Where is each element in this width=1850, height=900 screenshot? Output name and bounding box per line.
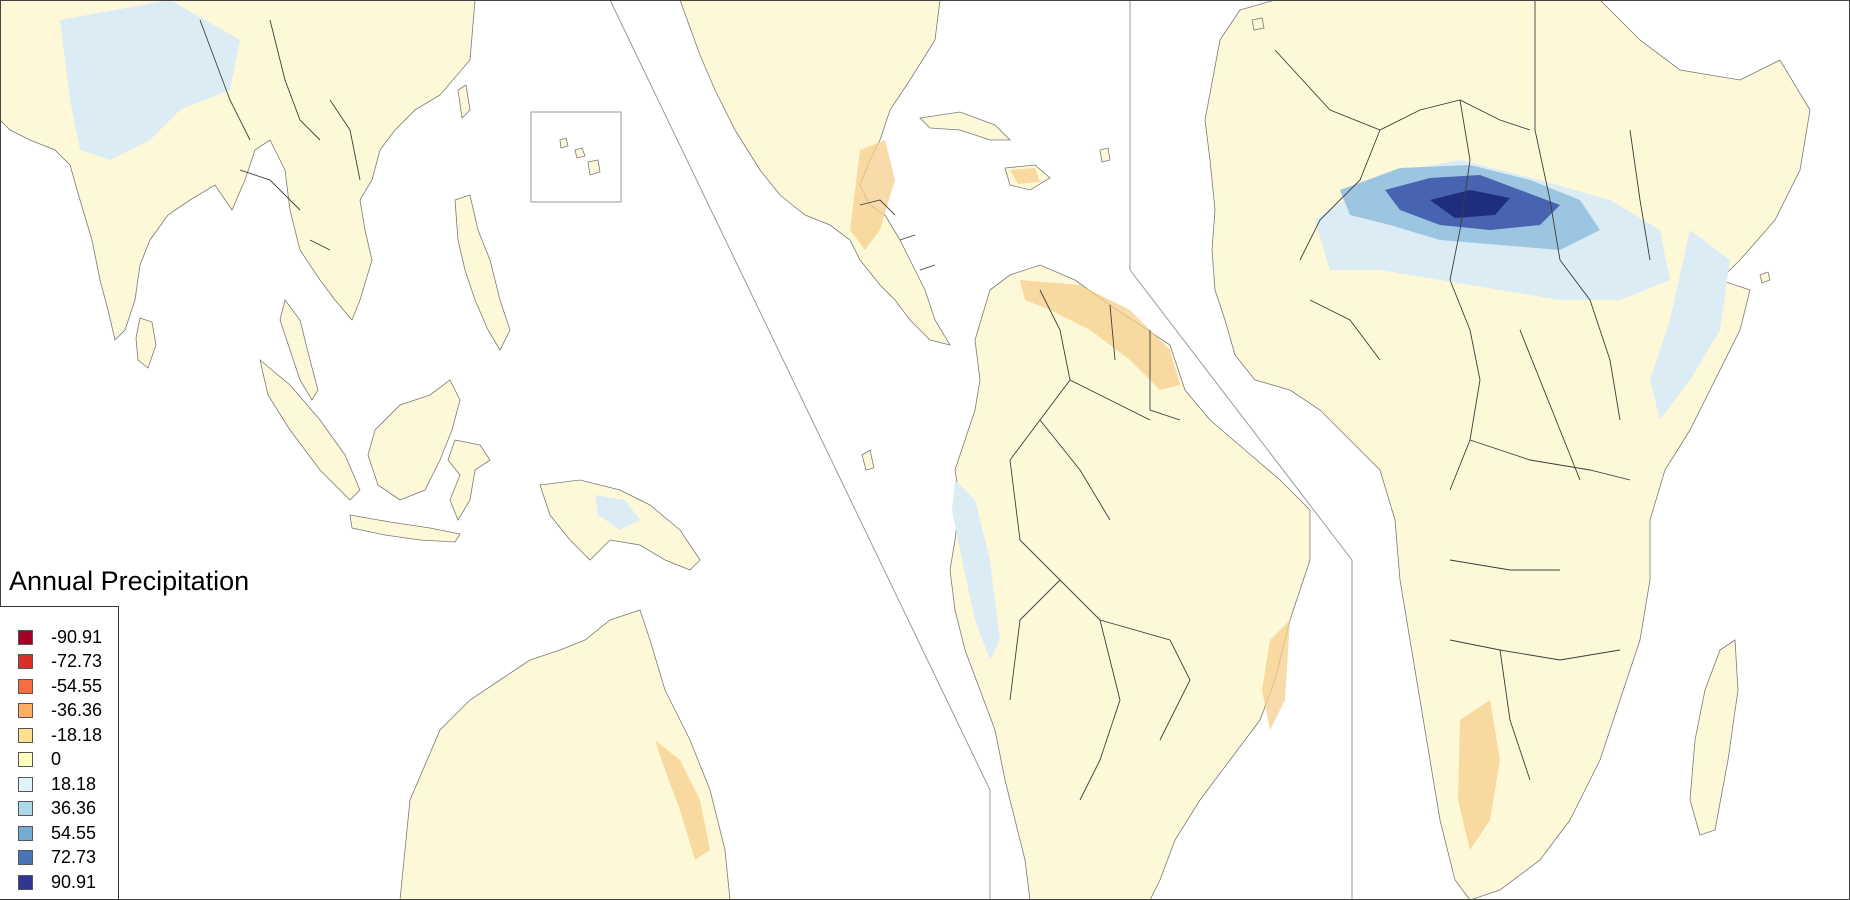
legend: -90.91 -72.73 -54.55 -36.36 -18.18 0 18.18 36.3… — [0, 606, 119, 900]
legend-label: 90.91 — [51, 871, 97, 892]
land-malay-peninsula — [279, 299, 319, 401]
legend-item: 54.55 — [18, 822, 96, 844]
legend-item: -18.18 — [18, 724, 102, 746]
legend-swatch — [18, 752, 33, 767]
borders-africa — [1274, 0, 1651, 781]
wet-patch-horn — [1650, 230, 1730, 420]
legend-label: -72.73 — [51, 651, 103, 671]
land-cuba — [919, 111, 1011, 141]
legend-swatch — [18, 654, 33, 669]
land-galapagos — [861, 449, 875, 471]
inset-box-hawaii — [530, 111, 622, 203]
legend-swatch — [18, 850, 33, 865]
legend-item: 36.36 — [18, 798, 96, 820]
legend-swatch — [18, 776, 33, 792]
land-java — [349, 514, 461, 543]
legend-label: -54.55 — [51, 675, 103, 696]
legend-swatch — [18, 825, 33, 841]
legend-label: 72.73 — [51, 847, 97, 867]
legend-title: Annual Precipitation — [9, 566, 250, 596]
panel-asia-oceania — [0, 0, 731, 900]
land-australia — [399, 609, 731, 900]
legend-label: 18.18 — [51, 773, 97, 794]
borders-central-america — [859, 199, 936, 271]
land-sri-lanka — [135, 317, 157, 369]
legend-label: -18.18 — [51, 724, 103, 745]
panel-americas — [679, 0, 1311, 900]
land-socotra — [1759, 271, 1771, 284]
legend-label: 36.36 — [51, 798, 97, 818]
panel-africa — [1204, 0, 1811, 900]
borders-south-america — [1009, 289, 1191, 801]
land-philippines — [454, 194, 511, 351]
land-hawaii-1 — [559, 137, 569, 149]
dry-patch-guiana — [1020, 280, 1180, 390]
land-sumatra — [259, 358, 361, 501]
legend-swatch — [18, 801, 33, 816]
legend-item: -36.36 — [18, 700, 102, 722]
dry-patch-hispaniola — [1010, 168, 1040, 184]
legend-item: 72.73 — [18, 847, 96, 869]
land-lesser-antilles — [1099, 147, 1111, 163]
dry-patch-southern-africa — [1458, 700, 1500, 850]
panel-divider-1 — [609, 0, 991, 900]
land-taiwan — [457, 84, 471, 119]
legend-item: -54.55 — [18, 675, 102, 697]
legend-swatch — [18, 703, 33, 718]
legend-item: -90.91 — [18, 626, 102, 648]
land-hawaii-3 — [587, 159, 601, 176]
land-hawaii-2 — [574, 147, 586, 159]
legend-label: -36.36 — [51, 700, 103, 720]
legend-item: 18.18 — [18, 773, 96, 795]
panel-divider-2 — [1129, 0, 1353, 900]
legend-swatch — [18, 874, 33, 890]
legend-item: 0 — [18, 749, 61, 771]
legend-label: -90.91 — [51, 626, 103, 647]
dry-patch-australia-east — [655, 740, 710, 860]
land-sulawesi — [447, 439, 491, 521]
wet-patch-new-guinea — [595, 495, 640, 530]
land-borneo — [367, 379, 461, 501]
dry-patch-central-america — [850, 140, 895, 250]
legend-label: 0 — [51, 749, 62, 769]
legend-item: 90.91 — [18, 871, 96, 893]
legend-swatch — [18, 727, 33, 743]
legend-item: -72.73 — [18, 651, 102, 673]
dry-patch-brazil-east — [1262, 620, 1290, 730]
legend-swatch — [18, 629, 33, 645]
borders-asia — [199, 19, 361, 251]
legend-swatch — [18, 678, 33, 694]
wet-patch-india-north — [60, 0, 240, 160]
wet-patch-andes — [952, 480, 1000, 660]
legend-label: 54.55 — [51, 822, 97, 843]
land-madagascar — [1689, 639, 1739, 836]
land-mexico — [679, 0, 951, 346]
wet-band-sahel-extreme — [1430, 190, 1510, 218]
land-canary — [1251, 17, 1265, 31]
